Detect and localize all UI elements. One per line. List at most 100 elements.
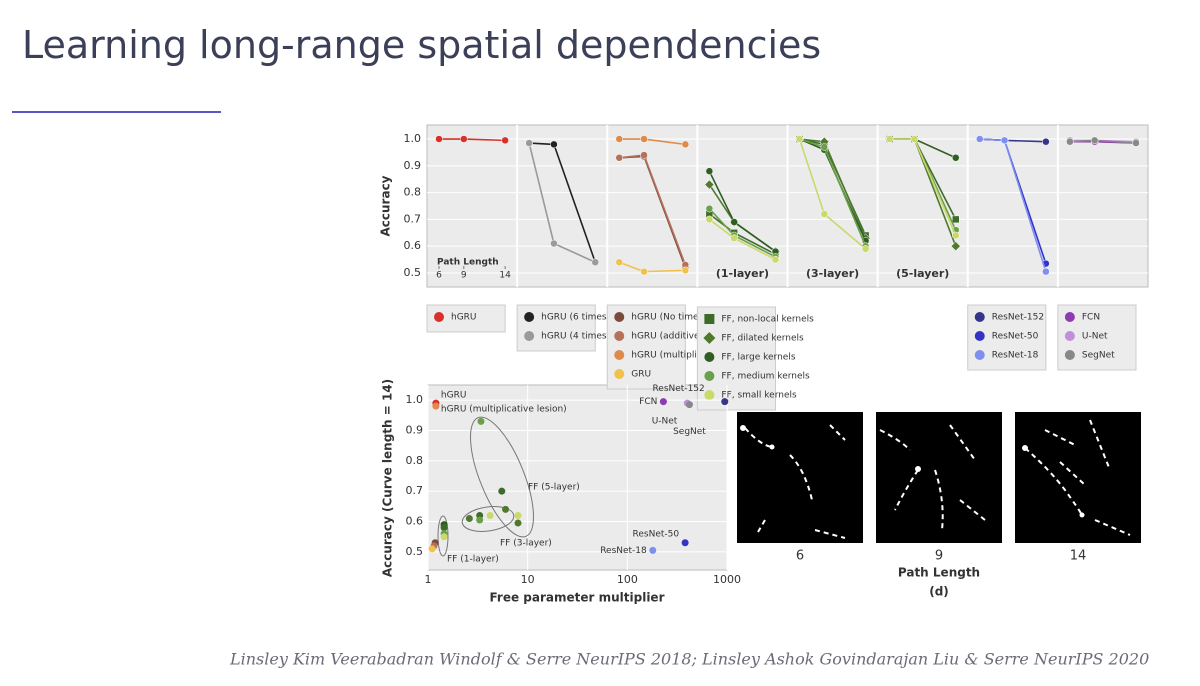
marker [704, 314, 715, 324]
marker [952, 231, 960, 240]
point [659, 398, 667, 406]
path-images [737, 412, 1141, 543]
marker [435, 135, 443, 143]
group-label: FF (3-layer) [500, 539, 552, 549]
images-caption: (d) [929, 585, 949, 599]
point [486, 511, 494, 519]
y-tick-label: 0.5 [406, 545, 424, 558]
y-tick-label: 1.0 [404, 132, 422, 145]
marker [1042, 267, 1050, 276]
marker [795, 135, 804, 143]
marker [681, 266, 690, 275]
marker [910, 135, 919, 143]
marker [434, 312, 444, 322]
marker [614, 369, 625, 379]
marker [1042, 137, 1050, 146]
marker [1064, 350, 1075, 360]
y-axis-label: Accuracy [379, 175, 393, 236]
marker [705, 204, 714, 213]
scatter-background [427, 384, 728, 571]
point-label: ResNet-50 [633, 529, 680, 539]
marker [525, 139, 533, 147]
marker [704, 371, 715, 381]
legend-label: FCN [1082, 313, 1100, 323]
marker [1064, 331, 1075, 341]
marker [524, 331, 535, 341]
group-outlines [437, 416, 534, 557]
legend-label: ResNet-50 [992, 332, 1039, 342]
point [514, 519, 522, 527]
marker [730, 234, 738, 242]
x-axis-label: Path Length [437, 258, 499, 268]
point [465, 515, 473, 522]
point-label: U-Net [652, 417, 678, 427]
marker [1090, 136, 1099, 145]
marker [703, 332, 716, 344]
point [428, 545, 436, 553]
marker [615, 154, 623, 162]
panel-label: (1-layer) [716, 267, 769, 280]
marker [1066, 137, 1074, 146]
marker [885, 135, 894, 143]
group-label: FF (5-layer) [528, 483, 580, 493]
marker [704, 352, 715, 362]
point [649, 546, 657, 554]
marker [974, 331, 985, 341]
point [681, 539, 689, 547]
point [514, 511, 522, 519]
y-tick-label: 0.7 [404, 212, 422, 225]
point-label: hGRU [441, 391, 467, 401]
legend-label: hGRU [451, 313, 477, 323]
x-tick-label: 1000 [713, 573, 741, 586]
slide-title: Learning long-range spatial dependencies [22, 23, 821, 67]
marker [704, 390, 715, 400]
y-tick-label: 0.6 [404, 239, 422, 252]
group-label: FF (1-layer) [447, 555, 499, 565]
point-label: hGRU (multiplicative lesion) [441, 405, 567, 415]
panel-label: (5-layer) [896, 267, 949, 280]
marker [1064, 312, 1075, 322]
point-label: SegNet [673, 427, 706, 437]
marker [615, 258, 623, 266]
point [476, 516, 484, 524]
y-tick-label: 0.5 [404, 266, 422, 279]
point-label: ResNet-18 [600, 546, 647, 556]
marker [460, 135, 468, 143]
marker [820, 143, 829, 151]
y-tick-label: 0.9 [406, 423, 424, 436]
point [440, 524, 448, 532]
marker [1132, 139, 1140, 147]
marker [952, 154, 960, 162]
y-axis-label: Accuracy (Curve length = 14) [381, 379, 395, 577]
point [502, 505, 510, 513]
legend-label: hGRU (6 timesteps) [541, 313, 629, 323]
point [498, 487, 506, 495]
marker [976, 135, 984, 143]
marker [950, 241, 961, 252]
legend-label: ResNet-152 [992, 313, 1044, 323]
citation: Linsley Kim Veerabadran Windolf & Serre … [229, 650, 1149, 669]
x-tick-label: 10 [521, 573, 535, 586]
legend-label: U-Net [1082, 332, 1108, 342]
image-label: 6 [796, 549, 804, 564]
y-tick-label: 1.0 [406, 393, 424, 406]
marker [771, 255, 780, 264]
legend-label: SegNet [1082, 351, 1115, 361]
marker [974, 312, 985, 322]
y-tick-label: 0.7 [406, 484, 424, 497]
marker [730, 218, 738, 226]
legend-label: FF, non-local kernels [721, 315, 814, 325]
marker [550, 239, 558, 248]
marker [681, 140, 690, 149]
y-tick-label: 0.6 [406, 515, 424, 528]
x-tick-label: 9 [461, 271, 467, 281]
y-tick-label: 0.8 [404, 186, 422, 199]
x-tick-label: 100 [617, 573, 638, 586]
point [440, 533, 448, 541]
legend-label: hGRU (multiplicative lesion) [631, 351, 757, 361]
marker [705, 167, 714, 175]
marker [640, 135, 648, 143]
legend-label: hGRU (additive lesion) [631, 332, 732, 342]
point-label: ResNet-152 [652, 384, 704, 394]
